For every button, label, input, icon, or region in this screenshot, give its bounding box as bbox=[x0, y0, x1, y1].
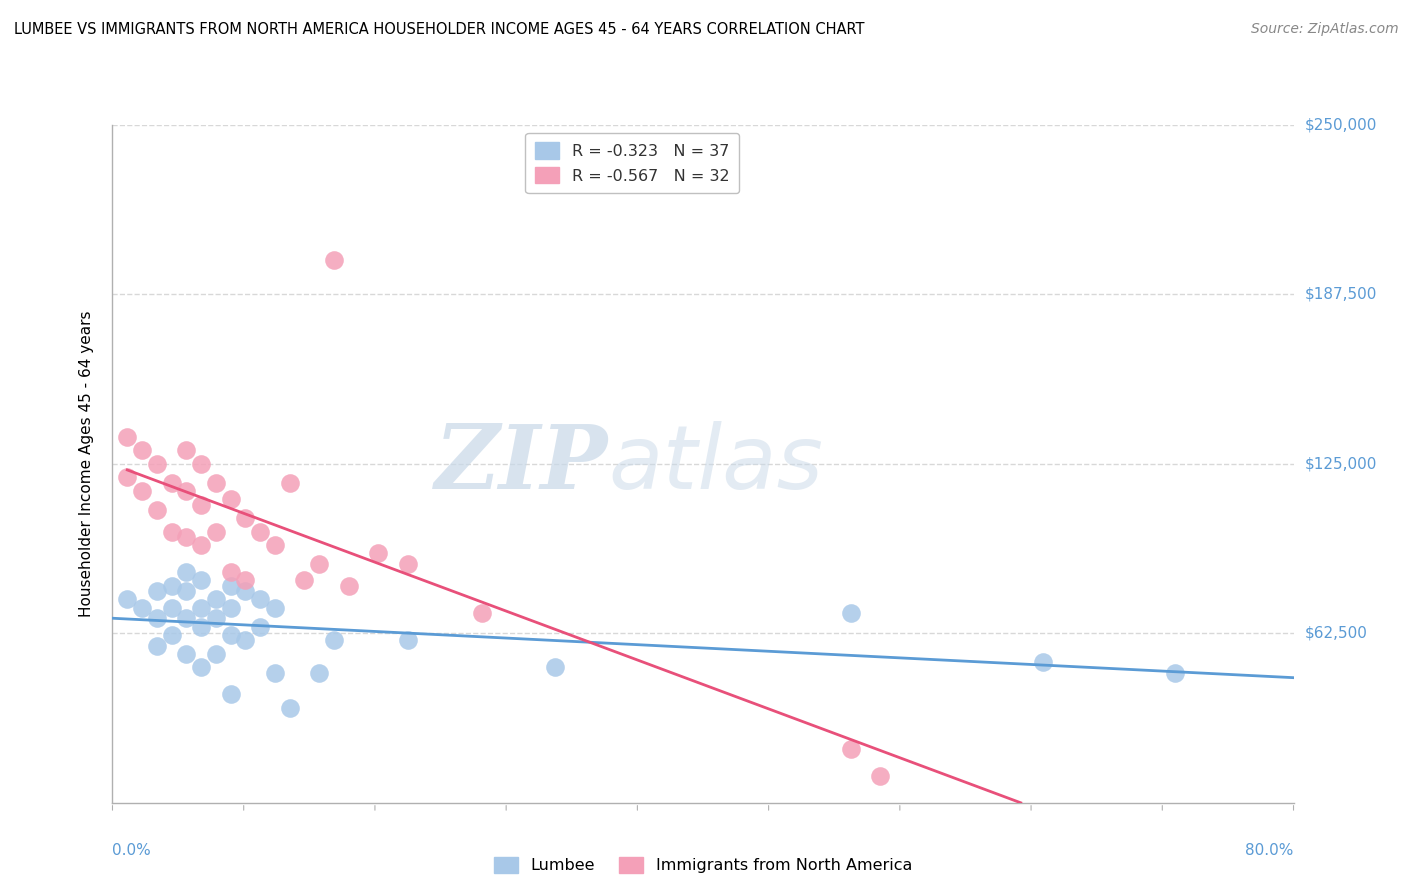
Text: atlas: atlas bbox=[609, 421, 824, 507]
Point bbox=[160, 628, 183, 642]
Point bbox=[396, 633, 419, 648]
Point bbox=[233, 584, 256, 599]
Point bbox=[1032, 655, 1054, 669]
Point bbox=[308, 665, 330, 680]
Point bbox=[190, 600, 212, 615]
Point bbox=[160, 579, 183, 593]
Point bbox=[292, 574, 315, 588]
Point bbox=[146, 611, 169, 625]
Point bbox=[190, 619, 212, 633]
Point bbox=[869, 769, 891, 783]
Point bbox=[470, 606, 494, 620]
Point bbox=[131, 483, 153, 498]
Point bbox=[308, 557, 330, 571]
Point bbox=[264, 600, 287, 615]
Point bbox=[367, 546, 389, 560]
Point bbox=[249, 619, 271, 633]
Point bbox=[205, 475, 228, 490]
Point bbox=[205, 592, 228, 607]
Point bbox=[839, 741, 862, 756]
Point bbox=[160, 524, 183, 539]
Point bbox=[544, 660, 567, 674]
Point bbox=[174, 483, 197, 498]
Point bbox=[146, 457, 169, 471]
Point bbox=[190, 538, 212, 552]
Point bbox=[131, 600, 153, 615]
Legend: Lumbee, Immigrants from North America: Lumbee, Immigrants from North America bbox=[488, 850, 918, 880]
Point bbox=[174, 584, 197, 599]
Point bbox=[146, 639, 169, 653]
Point bbox=[205, 611, 228, 625]
Point bbox=[205, 647, 228, 661]
Point bbox=[219, 492, 242, 507]
Point bbox=[117, 470, 138, 484]
Point bbox=[396, 557, 419, 571]
Point bbox=[131, 443, 153, 458]
Point bbox=[264, 665, 287, 680]
Point bbox=[278, 475, 301, 490]
Text: 0.0%: 0.0% bbox=[112, 844, 152, 858]
Text: $250,000: $250,000 bbox=[1305, 118, 1376, 132]
Text: $187,500: $187,500 bbox=[1305, 287, 1376, 301]
Point bbox=[323, 253, 346, 268]
Text: LUMBEE VS IMMIGRANTS FROM NORTH AMERICA HOUSEHOLDER INCOME AGES 45 - 64 YEARS CO: LUMBEE VS IMMIGRANTS FROM NORTH AMERICA … bbox=[14, 22, 865, 37]
Point bbox=[146, 584, 169, 599]
Point bbox=[233, 511, 256, 525]
Text: $62,500: $62,500 bbox=[1305, 626, 1368, 640]
Point bbox=[219, 579, 242, 593]
Point bbox=[219, 600, 242, 615]
Point bbox=[249, 524, 271, 539]
Point bbox=[160, 600, 183, 615]
Point bbox=[174, 443, 197, 458]
Point bbox=[839, 606, 862, 620]
Point bbox=[174, 611, 197, 625]
Text: Source: ZipAtlas.com: Source: ZipAtlas.com bbox=[1251, 22, 1399, 37]
Point bbox=[174, 647, 197, 661]
Legend: R = -0.323   N = 37, R = -0.567   N = 32: R = -0.323 N = 37, R = -0.567 N = 32 bbox=[526, 133, 740, 194]
Point bbox=[190, 457, 212, 471]
Point bbox=[337, 579, 360, 593]
Point bbox=[219, 628, 242, 642]
Point bbox=[160, 475, 183, 490]
Text: 80.0%: 80.0% bbox=[1246, 844, 1294, 858]
Point bbox=[117, 592, 138, 607]
Y-axis label: Householder Income Ages 45 - 64 years: Householder Income Ages 45 - 64 years bbox=[79, 310, 94, 617]
Text: ZIP: ZIP bbox=[434, 421, 609, 507]
Point bbox=[1164, 665, 1187, 680]
Point bbox=[233, 574, 256, 588]
Point bbox=[174, 530, 197, 544]
Point bbox=[190, 660, 212, 674]
Point bbox=[219, 566, 242, 580]
Point bbox=[264, 538, 287, 552]
Point bbox=[205, 524, 228, 539]
Point bbox=[249, 592, 271, 607]
Point bbox=[190, 574, 212, 588]
Point bbox=[174, 566, 197, 580]
Text: $125,000: $125,000 bbox=[1305, 457, 1376, 471]
Point bbox=[117, 430, 138, 444]
Point bbox=[190, 498, 212, 512]
Point bbox=[233, 633, 256, 648]
Point bbox=[323, 633, 346, 648]
Point bbox=[146, 503, 169, 517]
Point bbox=[219, 687, 242, 701]
Point bbox=[278, 701, 301, 715]
